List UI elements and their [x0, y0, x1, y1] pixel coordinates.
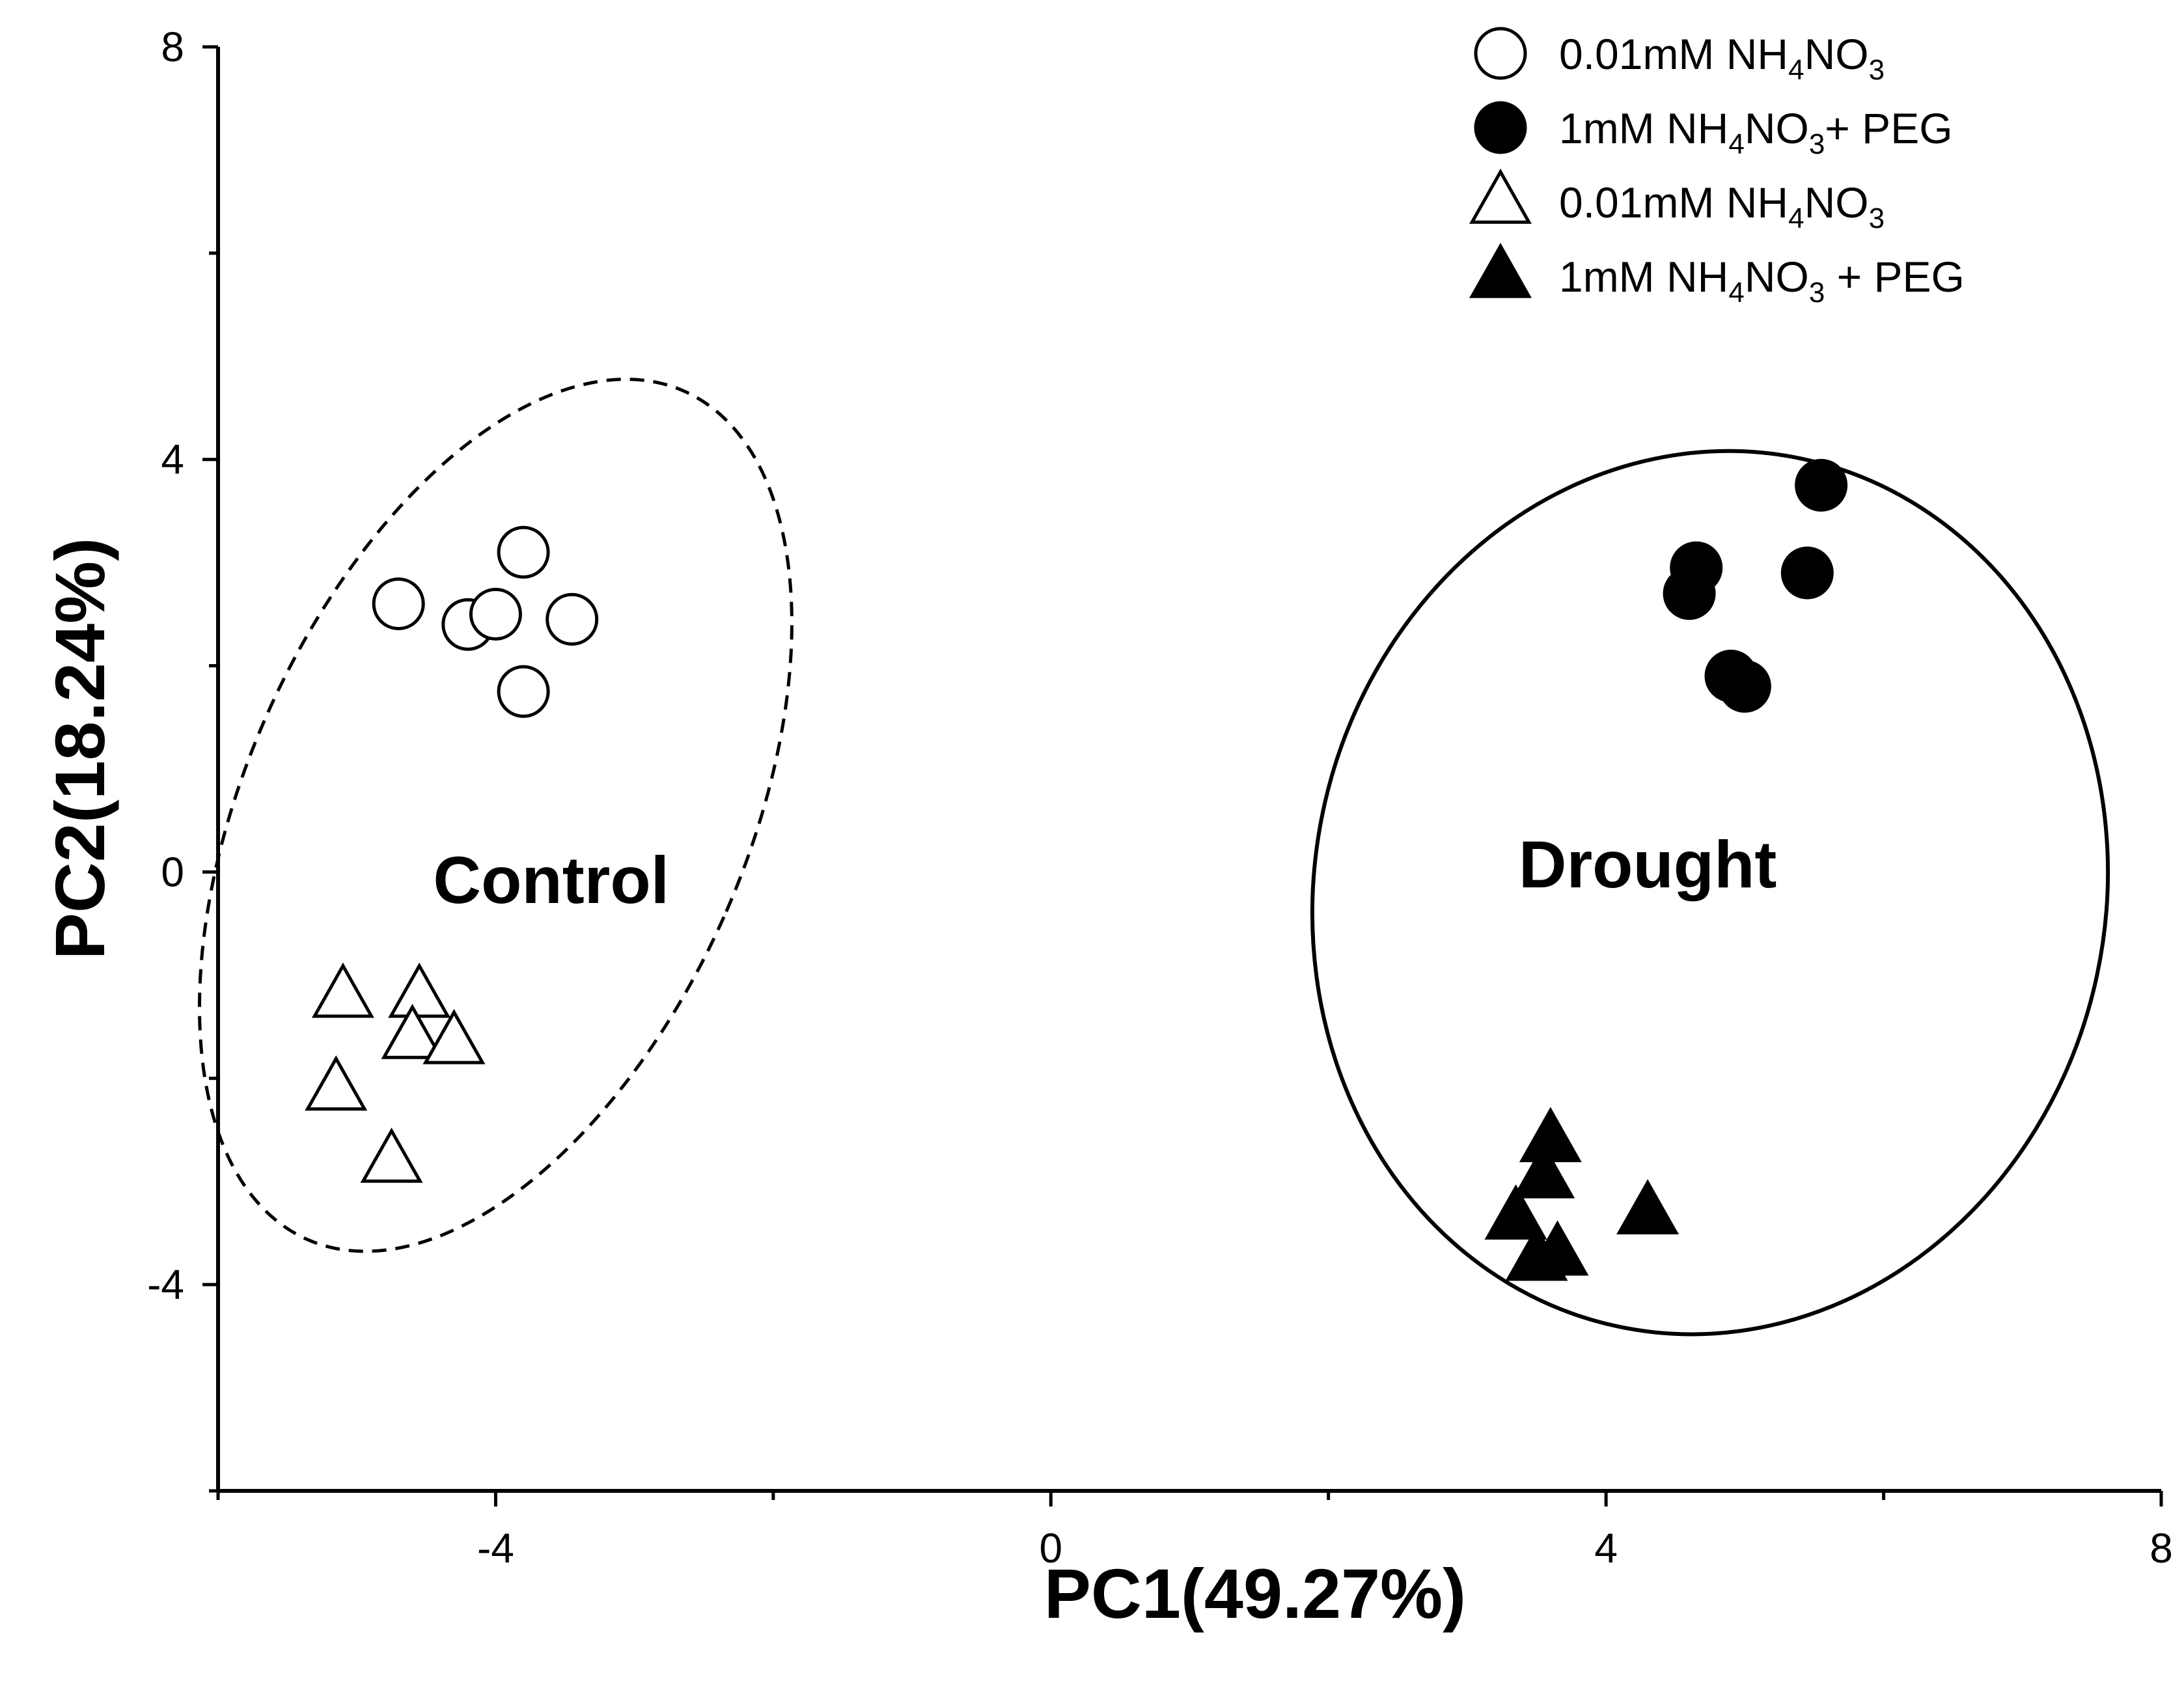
legend-filled-circle-icon [1474, 101, 1527, 154]
y-tick-label: 8 [161, 23, 184, 70]
y-tick-label: -4 [147, 1261, 184, 1308]
axis-ticks: -4 0 4 8 -4 0 4 8 [147, 23, 2173, 1572]
control-label: Control [433, 843, 669, 917]
legend-label: 1mM NH4NO3 + PEG [1559, 253, 1965, 309]
legend: 0.01mM NH4NO3 1mM NH4NO3+ PEG 0.01mM NH4NO… [1469, 27, 1965, 309]
filled-circle-point [1718, 660, 1771, 713]
y-axis-title: PC2(18.24%) [40, 538, 119, 960]
open-circle-point [497, 525, 550, 579]
legend-entry-1: 0.01mM NH4NO3 [1474, 27, 1885, 86]
legend-filled-triangle-icon [1469, 242, 1532, 298]
filled-circle-point [1795, 458, 1848, 512]
filled-triangle-point [1519, 1107, 1582, 1163]
open-circle-point [546, 592, 599, 646]
y-tick-label: 0 [161, 848, 184, 895]
open-triangle-point [388, 962, 451, 1018]
filled-triangle-point [1616, 1179, 1679, 1235]
group-ellipses [197, 378, 2110, 1337]
control-ellipse [197, 378, 794, 1253]
filled-triangle-point [1484, 1184, 1547, 1240]
series-3-points [305, 962, 486, 1183]
open-triangle-point [305, 1055, 368, 1111]
open-triangle-point [422, 1008, 486, 1064]
open-circle-point [497, 665, 550, 718]
x-tick-label: 0 [1039, 1525, 1062, 1572]
legend-label: 1mM NH4NO3+ PEG [1559, 104, 1953, 160]
open-circle-point [372, 577, 425, 631]
series-1-points [372, 525, 599, 718]
y-tick-label: 4 [161, 436, 184, 483]
drought-ellipse [1310, 449, 2110, 1337]
legend-open-circle-icon [1474, 27, 1527, 80]
series-4-points [1484, 1107, 1679, 1281]
group-labels: Control Drought [433, 827, 1776, 917]
open-triangle-point [381, 1003, 444, 1059]
filled-circle-point [1670, 541, 1723, 594]
open-circle-point [469, 587, 522, 641]
legend-entry-2: 1mM NH4NO3+ PEG [1474, 101, 1953, 160]
data-points [305, 458, 1848, 1281]
x-tick-label: -4 [477, 1525, 514, 1572]
x-axis-title: PC1(49.27%) [1044, 1554, 1466, 1633]
open-triangle-point [360, 1127, 423, 1183]
legend-entry-3: 0.01mM NH4NO3 [1469, 168, 1885, 234]
axes [216, 47, 2161, 1493]
drought-label: Drought [1519, 827, 1777, 902]
x-tick-label: 4 [1594, 1525, 1618, 1572]
x-tick-label: 8 [2149, 1525, 2173, 1572]
filled-triangle-point [1526, 1220, 1589, 1276]
legend-entry-4: 1mM NH4NO3 + PEG [1469, 242, 1965, 309]
legend-label: 0.01mM NH4NO3 [1559, 178, 1885, 234]
legend-label: 0.01mM NH4NO3 [1559, 30, 1885, 86]
open-triangle-point [311, 962, 374, 1018]
filled-circle-point [1780, 546, 1834, 600]
filled-triangle-point [1512, 1143, 1575, 1199]
series-2-points [1663, 458, 1848, 713]
legend-open-triangle-icon [1469, 168, 1532, 224]
